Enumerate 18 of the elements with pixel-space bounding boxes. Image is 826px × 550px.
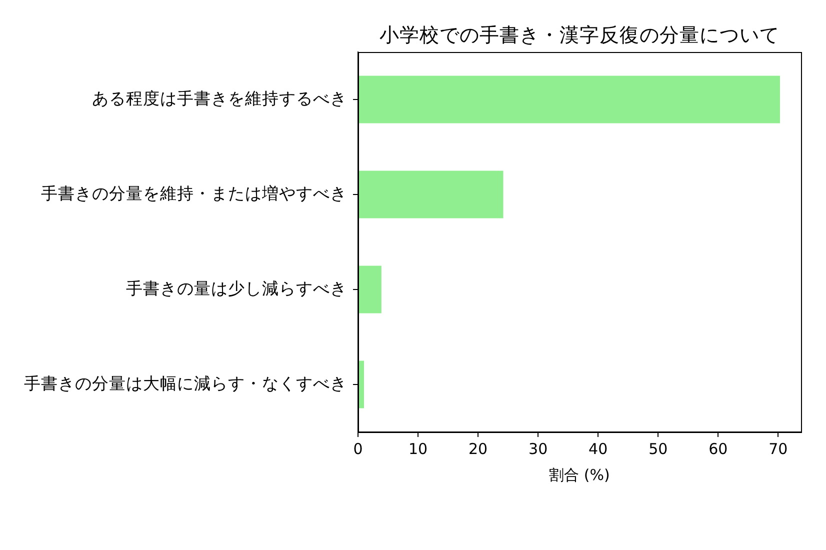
y-tick-label: 手書きの分量は大幅に減らす・なくすべき bbox=[24, 374, 347, 393]
x-tick-label: 20 bbox=[468, 440, 488, 458]
y-tick-label: 手書きの量は少し減らすべき bbox=[126, 278, 347, 298]
bar bbox=[358, 360, 364, 408]
x-axis-title: 割合 (%) bbox=[549, 466, 610, 484]
x-tick-label: 50 bbox=[648, 440, 668, 458]
x-tick-label: 70 bbox=[768, 440, 788, 458]
y-tick-label: 手書きの分量を維持・または増やすべき bbox=[41, 184, 347, 203]
bar bbox=[358, 266, 382, 314]
y-tick-label: ある程度は手書きを維持するべき bbox=[92, 88, 347, 108]
x-tick-label: 10 bbox=[408, 440, 428, 458]
x-tick-label: 60 bbox=[708, 440, 728, 458]
x-tick-label: 40 bbox=[588, 440, 608, 458]
x-tick-label: 30 bbox=[528, 440, 548, 458]
bar bbox=[358, 76, 780, 124]
bar bbox=[358, 170, 504, 218]
chart-title: 小学校での手書き・漢字反復の分量について bbox=[380, 23, 780, 46]
x-tick-label: 0 bbox=[353, 440, 363, 458]
